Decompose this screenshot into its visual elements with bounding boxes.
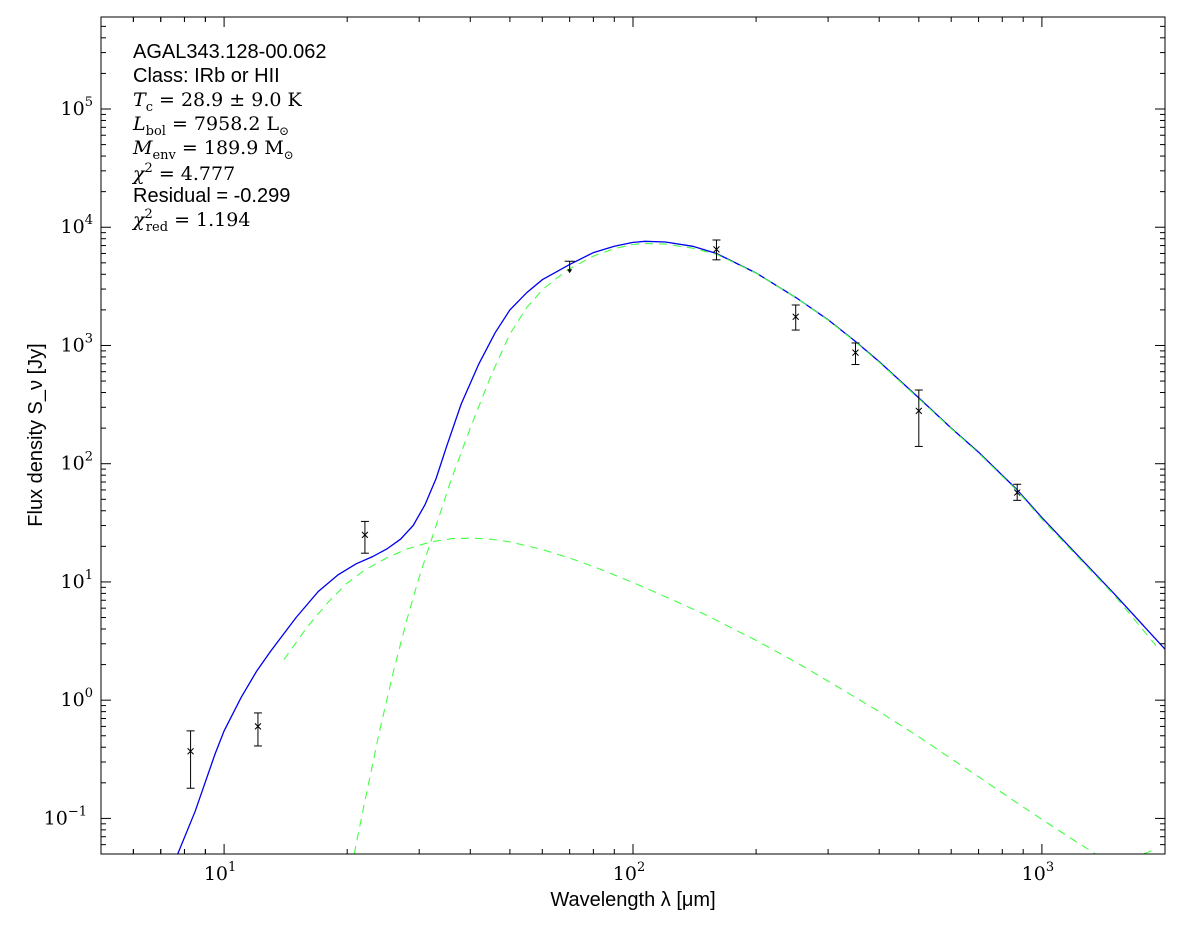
annotation-block: AGAL343.128-00.062 Class: IRb or HII Tc …	[131, 41, 327, 235]
data-points	[186, 239, 1022, 789]
chi-squared: χ2 = 4.777	[131, 161, 235, 185]
data-point	[1013, 483, 1022, 501]
component-curve-2	[283, 537, 1157, 854]
reduced-chi-squared: χ2 red = 1.194	[131, 207, 250, 235]
x-tick-label: 101	[204, 860, 236, 885]
data-marker	[792, 313, 800, 321]
y-tick-label: 105	[61, 95, 93, 120]
y-axis-label: Flux density S_ν [Jy]	[25, 343, 47, 526]
residual: Residual = -0.299	[133, 185, 290, 207]
plot-frame	[100, 16, 1166, 855]
component-curve-1	[353, 242, 1157, 854]
upper-limit-arrow	[567, 269, 573, 274]
data-point	[712, 239, 721, 261]
data-point	[360, 520, 369, 554]
x-axis-label: Wavelength λ [μm]	[550, 889, 715, 911]
y-tick-label: 100	[61, 686, 93, 711]
data-marker	[915, 407, 923, 415]
dust-temperature: Tc = 28.9 ± 9.0 K	[133, 89, 303, 115]
data-marker	[1013, 489, 1021, 496]
data-point	[186, 730, 195, 789]
envelope-mass: Menv = 189.9 M⊙	[132, 137, 294, 163]
data-point	[914, 389, 923, 447]
data-point	[851, 342, 860, 366]
data-point	[791, 304, 800, 331]
data-marker	[713, 246, 720, 253]
x-tick-label: 102	[613, 860, 645, 885]
data-marker	[254, 723, 262, 730]
source-name: AGAL343.128-00.062	[133, 41, 327, 63]
data-point	[564, 260, 575, 274]
x-tick-label: 103	[1022, 860, 1054, 885]
y-tick-label: 103	[61, 331, 93, 356]
source-class: Class: IRb or HII	[133, 65, 280, 87]
y-tick-label: 10−1	[44, 804, 87, 829]
y-tick-label: 101	[61, 568, 93, 593]
model-curves	[177, 240, 1165, 854]
total-model-curve	[177, 240, 1165, 854]
y-tick-label: 102	[61, 450, 93, 475]
data-marker	[361, 531, 369, 539]
bolometric-luminosity: Lbol = 7958.2 L⊙	[132, 113, 289, 139]
axis-ticks: 101 102 103 10−1 100 101 102 103 104 105	[44, 16, 1166, 885]
data-point	[253, 712, 262, 747]
y-tick-label: 104	[61, 213, 93, 238]
data-marker	[852, 349, 859, 356]
data-marker	[187, 747, 194, 755]
